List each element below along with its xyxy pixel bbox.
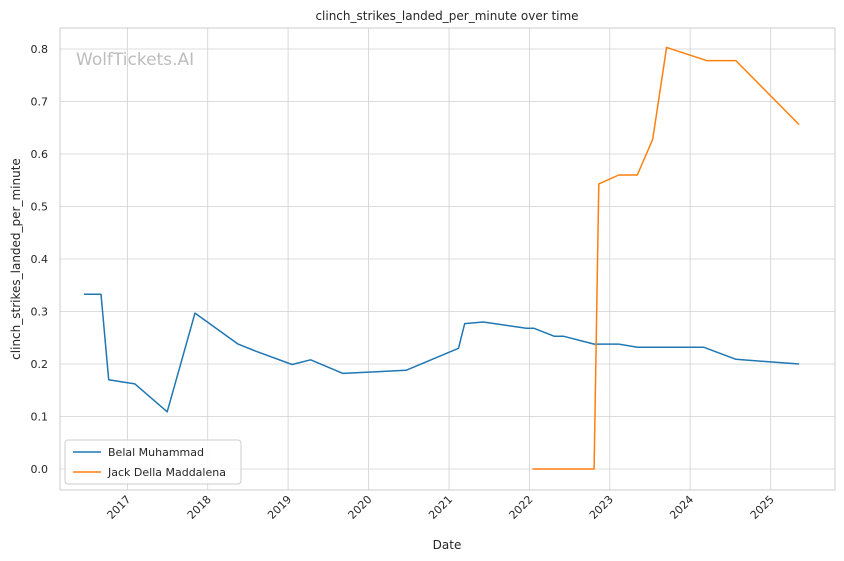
y-axis-title: clinch_strikes_landed_per_minute	[9, 158, 23, 360]
chart-title: clinch_strikes_landed_per_minute over ti…	[315, 9, 578, 23]
y-tick-label: 0.2	[31, 358, 49, 371]
legend-box	[64, 439, 242, 485]
series-line-belal-muhammad	[84, 293, 800, 413]
y-tick-label: 0.3	[31, 306, 49, 319]
grid-lines	[60, 28, 835, 490]
legend-label-belal-muhammad: Belal Muhammad	[108, 446, 204, 459]
series-line-jack-della-maddalena	[532, 46, 800, 470]
y-tick-label: 0.4	[31, 253, 49, 266]
y-tick-label: 0.8	[31, 43, 49, 56]
y-axis-ticks: 0.0 0.1 0.2 0.3 0.4 0.5 0.6 0.7 0.8	[31, 43, 49, 476]
watermark-text: WolfTickets.AI	[76, 50, 194, 70]
x-axis-title: Date	[433, 538, 462, 552]
y-tick-label: 0.5	[31, 201, 49, 214]
legend-label-jack-della-maddalena: Jack Della Maddalena	[107, 466, 226, 479]
y-tick-label: 0.1	[31, 411, 49, 424]
legend: Belal Muhammad Jack Della Maddalena	[64, 439, 242, 485]
y-tick-label: 0.7	[31, 96, 49, 109]
plot-frame	[59, 27, 836, 491]
y-tick-label: 0.6	[31, 148, 49, 161]
series-lines	[84, 46, 800, 470]
y-tick-label: 0.0	[31, 463, 49, 476]
